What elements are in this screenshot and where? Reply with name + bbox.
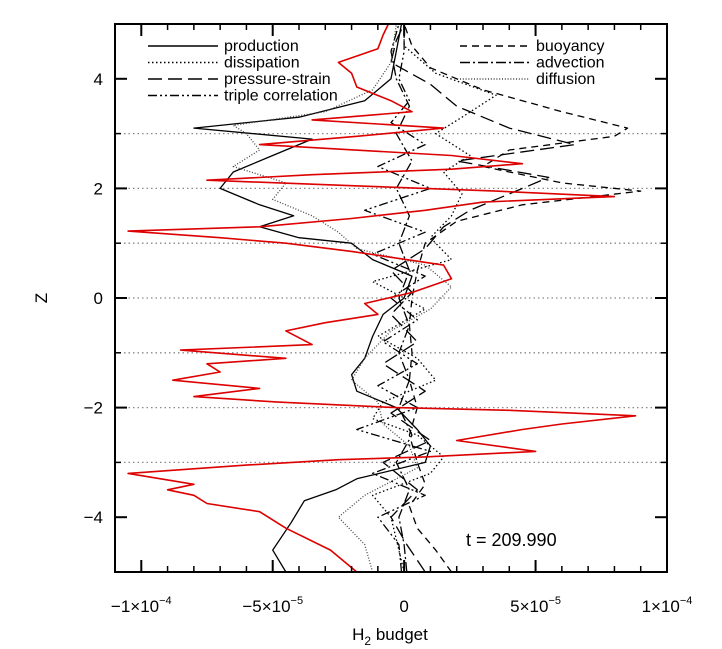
- y-tick-label: −2: [84, 399, 103, 418]
- x-tick-label: 1×10−4: [642, 595, 693, 616]
- legend-label: dissipation: [224, 55, 300, 72]
- series-line-buoyancy: [403, 23, 642, 573]
- x-tick-label: −1×10−4: [111, 595, 172, 616]
- x-tick-label: −5×10−5: [242, 595, 303, 616]
- y-tick-label: 0: [94, 289, 103, 308]
- series-line-production: [193, 23, 432, 573]
- y-axis-label: Z: [32, 293, 51, 303]
- x-axis-label-subscript: 2: [364, 634, 371, 648]
- x-axis-label: H2 budget: [352, 625, 428, 648]
- legend: productiondissipationpressure-straintrip…: [148, 38, 605, 105]
- y-tick-label: 4: [94, 70, 103, 89]
- legend-label: advection: [536, 55, 605, 72]
- tick-layer: −1×10−4 −5×10−5 0 5×10−5 1×10−4 −4 −2 0 2 4: [84, 23, 693, 616]
- series-line-advection: [390, 23, 413, 573]
- legend-label: triple correlation: [224, 88, 338, 105]
- x-tick-label: 5×10−5: [510, 595, 561, 616]
- y-tick-label: 2: [94, 179, 103, 198]
- series-line-dissipation: [371, 24, 497, 573]
- series-layer: [127, 23, 642, 573]
- x-axis-label-main: H: [352, 625, 364, 644]
- series-line-red: [127, 23, 637, 573]
- series-line-pressure-strain: [382, 23, 576, 573]
- time-annotation: t = 209.990: [466, 530, 557, 550]
- y-tick-label: −4: [84, 508, 103, 527]
- legend-label: pressure-strain: [224, 71, 331, 88]
- x-axis-label-suffix: budget: [371, 625, 428, 644]
- legend-label: diffusion: [536, 71, 595, 88]
- x-tick-label: 0: [399, 597, 408, 616]
- legend-label: production: [224, 38, 299, 55]
- legend-label: buoyancy: [536, 38, 605, 55]
